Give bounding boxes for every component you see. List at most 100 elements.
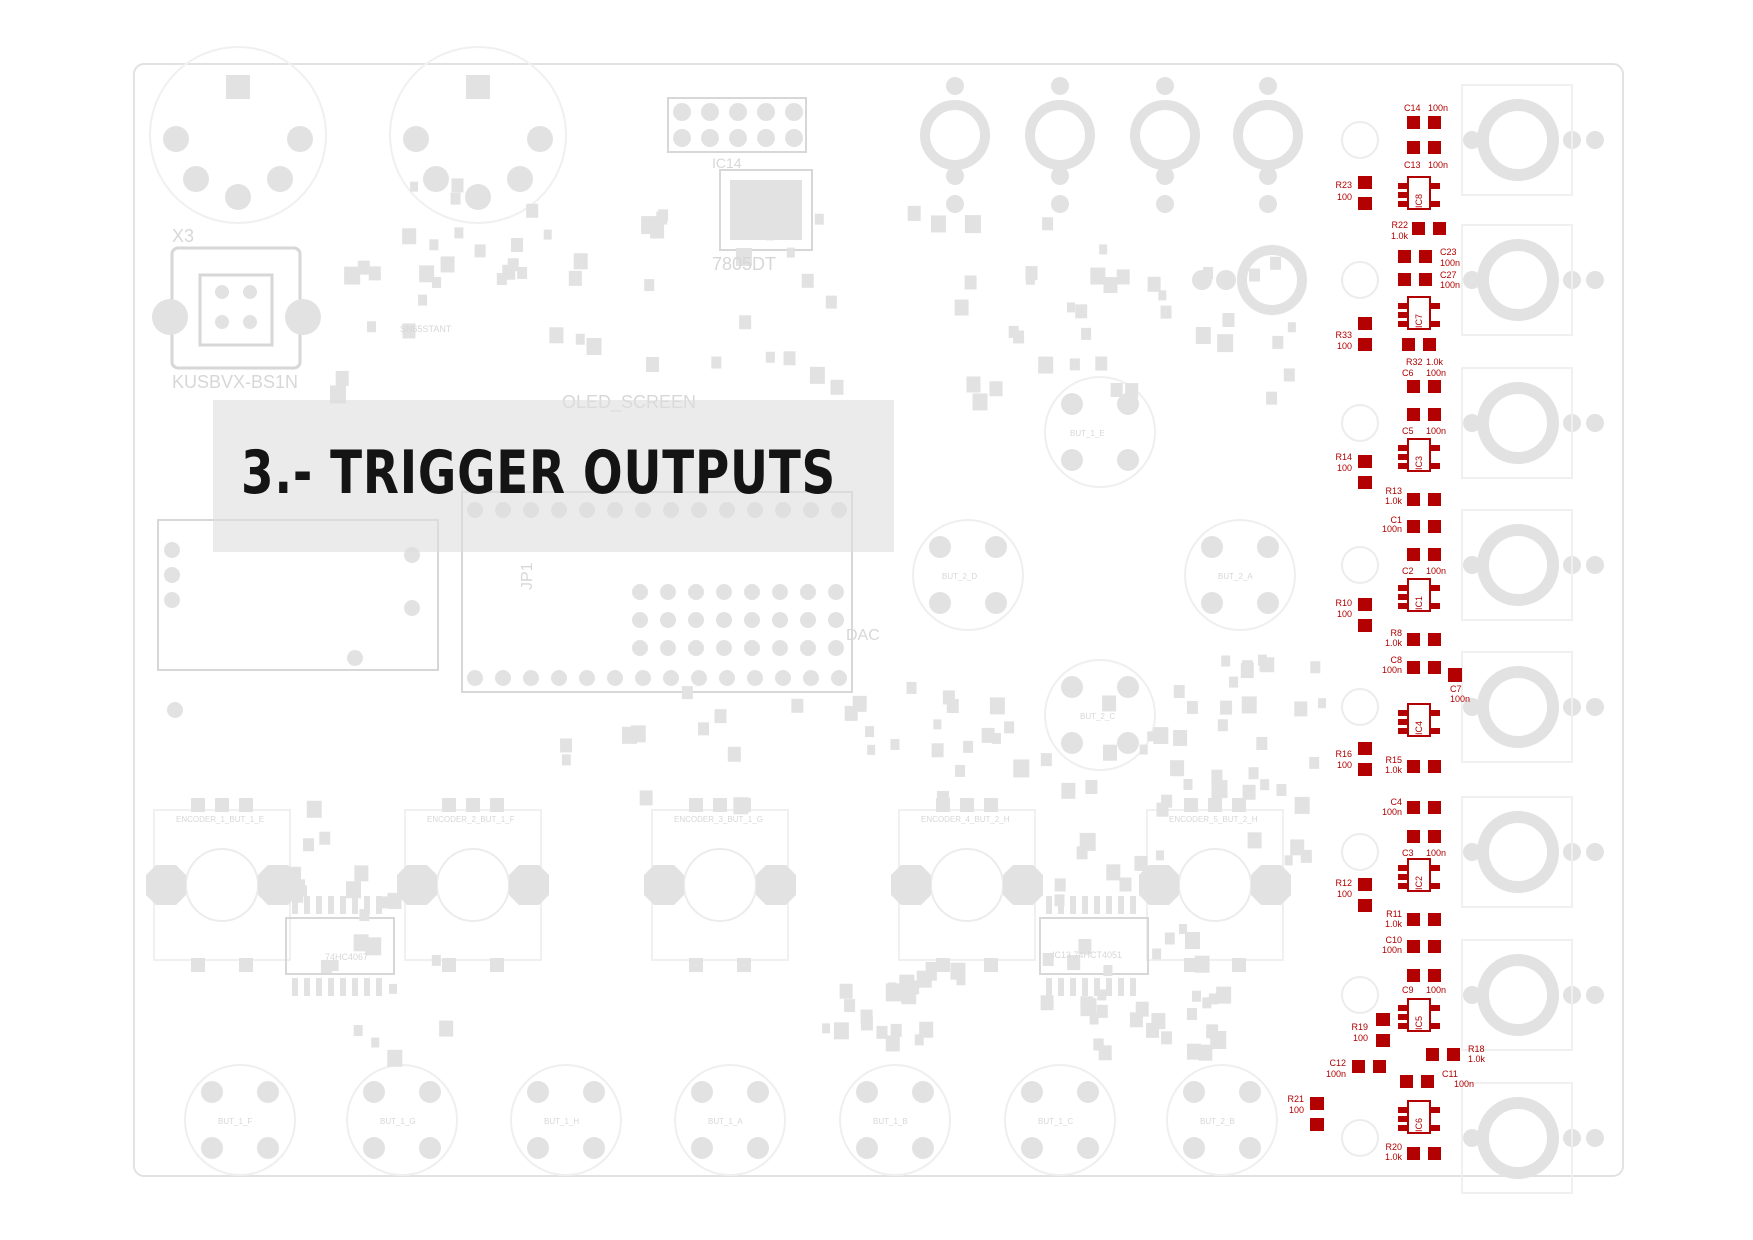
smd-pad bbox=[954, 299, 969, 316]
midi-pin bbox=[527, 126, 553, 152]
dip-ic-pin bbox=[340, 896, 346, 914]
smd-pad-highlight bbox=[1428, 548, 1441, 561]
smd-pad bbox=[933, 719, 942, 730]
ic-pin bbox=[1431, 603, 1440, 609]
component-value-c6: 100n bbox=[1426, 368, 1446, 378]
encoder-pin bbox=[936, 958, 950, 972]
midi-pin bbox=[507, 166, 533, 192]
section-title: 3.- TRIGGER OUTPUTS bbox=[241, 438, 837, 508]
silk-label-button: BUT_2_C bbox=[1080, 712, 1115, 721]
smd-pad bbox=[1152, 948, 1162, 960]
component-value-r8: 1.0k bbox=[1385, 638, 1403, 648]
smd-pad bbox=[930, 215, 946, 233]
component-value-c7: 100n bbox=[1450, 694, 1470, 704]
encoder-mount-pad bbox=[509, 865, 549, 905]
smd-pad-highlight bbox=[1407, 1147, 1420, 1160]
smd-pad bbox=[955, 764, 966, 777]
button-pin bbox=[1117, 449, 1139, 471]
smd-pad bbox=[1222, 312, 1235, 327]
header-pin bbox=[757, 103, 775, 121]
header-pin bbox=[757, 129, 775, 147]
component-ref-c10: C10 bbox=[1385, 935, 1402, 945]
output-jack-outline bbox=[1461, 1082, 1573, 1194]
header-pin bbox=[729, 129, 747, 147]
component-ref-r15: R15 bbox=[1385, 755, 1402, 765]
smd-pad bbox=[825, 295, 837, 309]
header-pin bbox=[785, 103, 803, 121]
smd-pad-highlight bbox=[1428, 830, 1441, 843]
smd-pad bbox=[1054, 878, 1066, 892]
smd-pad bbox=[431, 954, 441, 966]
midi-pin bbox=[225, 184, 251, 210]
dip-ic-pin bbox=[328, 896, 334, 914]
smd-pad bbox=[1103, 965, 1113, 977]
component-ref-r21: R21 bbox=[1287, 1094, 1304, 1104]
devboard-pin bbox=[828, 640, 844, 656]
dip-ic-pin bbox=[1046, 896, 1052, 914]
smd-pad bbox=[1134, 855, 1148, 871]
smd-pad-highlight bbox=[1428, 493, 1441, 506]
encoder-pin bbox=[442, 958, 456, 972]
ic-pin bbox=[1431, 463, 1440, 469]
smd-pad bbox=[1186, 700, 1198, 714]
smd-pad-highlight bbox=[1448, 668, 1462, 682]
ic-pin bbox=[1398, 192, 1407, 198]
output-jack-ring bbox=[1477, 811, 1559, 893]
silk-label-button: BUT_1_B bbox=[873, 1117, 908, 1126]
button-pin bbox=[1021, 1081, 1043, 1103]
smd-pad bbox=[432, 276, 442, 288]
encoder-pin bbox=[442, 798, 456, 812]
ic-pin bbox=[1398, 463, 1407, 469]
silk-label-button: BUT_2_D bbox=[942, 572, 977, 581]
ic-pin bbox=[1431, 585, 1440, 591]
button-pin bbox=[527, 1137, 549, 1159]
led-outline bbox=[1341, 546, 1379, 584]
smd-pad bbox=[650, 222, 665, 239]
smd-pad bbox=[1270, 256, 1282, 270]
smd-pad-highlight bbox=[1398, 273, 1411, 286]
smd-pad bbox=[575, 333, 585, 345]
smd-pad bbox=[1038, 356, 1054, 374]
ic-pin bbox=[1398, 585, 1407, 591]
component-ref-ic5: IC5 bbox=[1414, 1016, 1424, 1030]
smd-pad bbox=[1216, 986, 1232, 1004]
jack-ring bbox=[1237, 245, 1307, 315]
smd-pad bbox=[526, 203, 539, 218]
devboard-pin bbox=[744, 640, 760, 656]
smd-pad-highlight bbox=[1407, 913, 1420, 926]
output-jack-outline bbox=[1461, 939, 1573, 1051]
smd-pad bbox=[354, 865, 369, 882]
ic-body-ic4 bbox=[1407, 703, 1431, 737]
silk-label-usb: KUSBVX-BS1N bbox=[172, 372, 298, 392]
smd-pad bbox=[786, 247, 795, 258]
smd-pad bbox=[1079, 832, 1096, 851]
silk-label-button: BUT_1_F bbox=[218, 1117, 252, 1126]
encoder-pin bbox=[239, 958, 253, 972]
ic-pin bbox=[1398, 865, 1407, 871]
component-value-r18: 1.0k bbox=[1468, 1054, 1486, 1064]
ic-pin bbox=[1398, 1107, 1407, 1113]
component-ref-ic1: IC1 bbox=[1414, 596, 1424, 610]
dip-ic-pin bbox=[1118, 978, 1124, 996]
component-value-r32: 1.0k bbox=[1426, 357, 1444, 367]
ic-pin bbox=[1398, 454, 1407, 460]
component-value-c13: 100n bbox=[1428, 160, 1448, 170]
smd-pad-highlight bbox=[1358, 176, 1372, 189]
component-ref-c27: C27 bbox=[1440, 270, 1457, 280]
smd-pad bbox=[1194, 955, 1210, 973]
dip-ic-pin bbox=[1094, 896, 1100, 914]
smd-pad bbox=[1119, 877, 1132, 892]
smd-pad bbox=[963, 740, 974, 753]
encoder-pin bbox=[490, 958, 504, 972]
smd-pad-highlight bbox=[1428, 913, 1441, 926]
smd-pad bbox=[389, 983, 398, 994]
smd-pad bbox=[543, 229, 552, 240]
ic-pin bbox=[1398, 1005, 1407, 1011]
smd-pad bbox=[410, 181, 419, 192]
smd-pad bbox=[765, 351, 775, 363]
smd-pad bbox=[1310, 661, 1321, 674]
smd-pad bbox=[474, 244, 486, 258]
devboard-pin bbox=[775, 670, 791, 686]
smd-pad bbox=[727, 746, 741, 762]
smd-pad bbox=[964, 275, 977, 290]
